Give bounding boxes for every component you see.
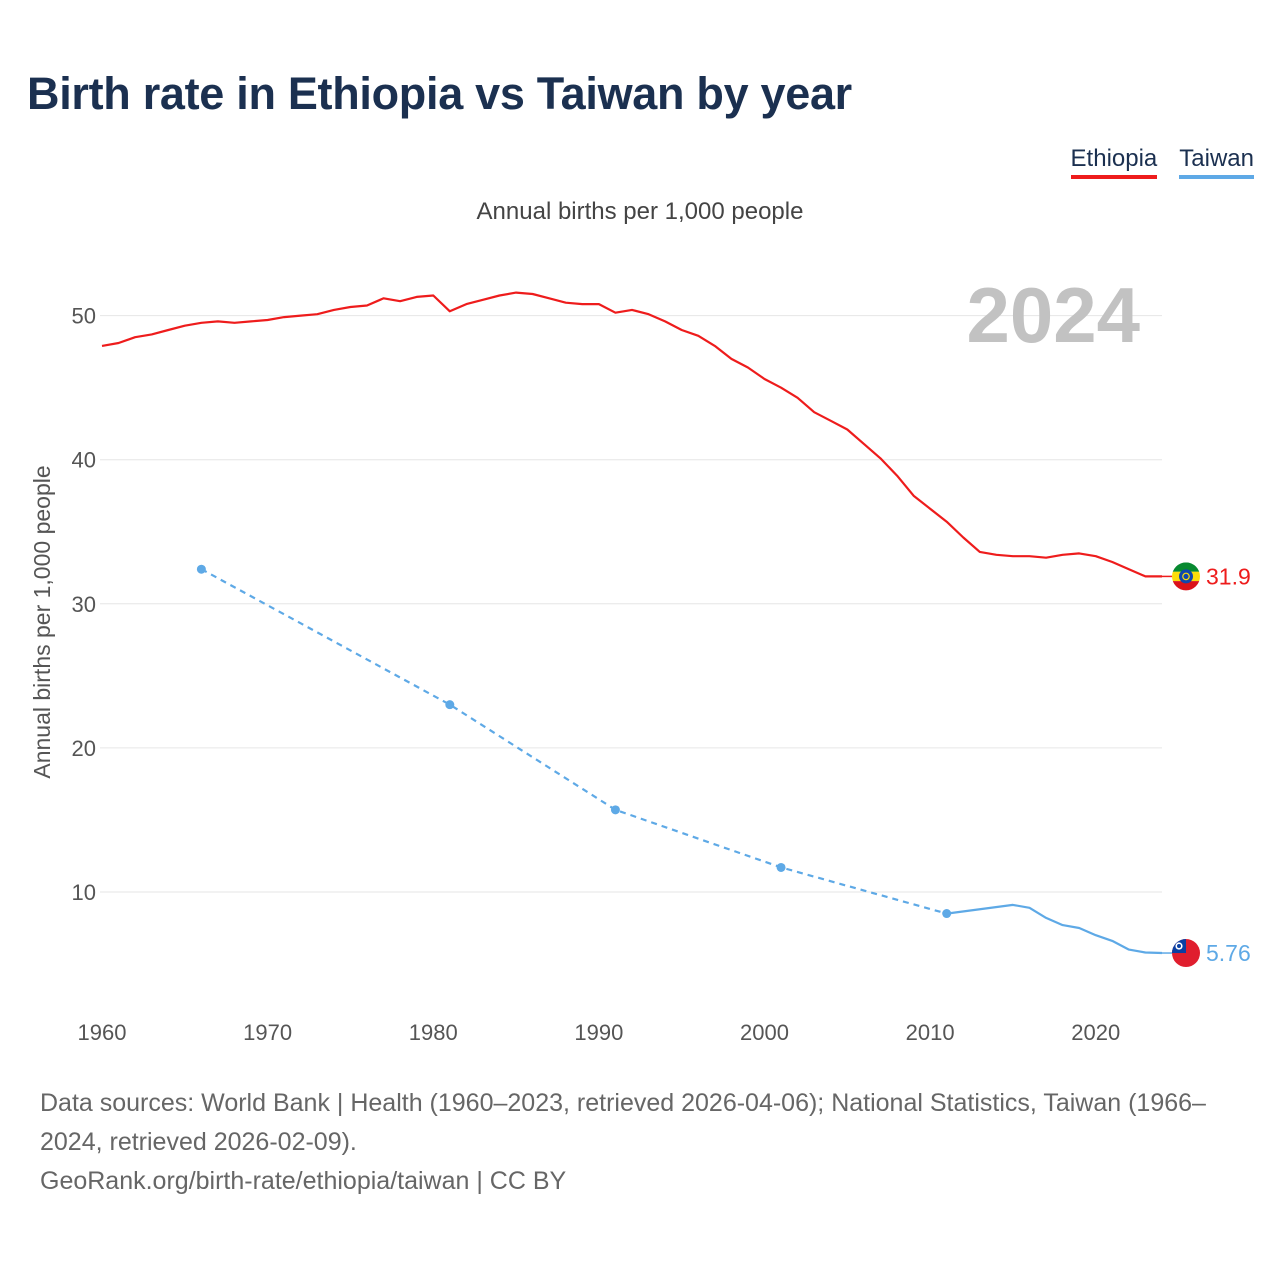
x-tick-label-2020: 2020 bbox=[1071, 1020, 1120, 1045]
x-tick-label-1990: 1990 bbox=[574, 1020, 623, 1045]
flag-ethiopia-icon bbox=[1172, 562, 1200, 591]
x-tick-label-1970: 1970 bbox=[243, 1020, 292, 1045]
legend-item-taiwan[interactable]: Taiwan bbox=[1179, 145, 1254, 179]
end-label-taiwan: 5.76 bbox=[1206, 940, 1251, 966]
year-watermark: 2024 bbox=[966, 271, 1140, 359]
series-line-taiwan-dashed[interactable] bbox=[200, 568, 947, 915]
y-tick-label-50: 50 bbox=[72, 304, 96, 329]
y-tick-label-20: 20 bbox=[72, 736, 96, 761]
y-axis-label: Annual births per 1,000 people bbox=[29, 465, 55, 778]
legend: Ethiopia Taiwan bbox=[1070, 145, 1254, 179]
data-point-taiwan-1966[interactable] bbox=[196, 564, 206, 574]
legend-item-ethiopia[interactable]: Ethiopia bbox=[1070, 145, 1158, 179]
flag-taiwan-icon bbox=[1172, 939, 1200, 968]
chart-title: Birth rate in Ethiopia vs Taiwan by year bbox=[27, 68, 852, 119]
data-point-taiwan-1981[interactable] bbox=[445, 700, 455, 710]
series-line-ethiopia[interactable] bbox=[101, 291, 1162, 578]
data-point-taiwan-2001[interactable] bbox=[776, 862, 786, 872]
source-link[interactable]: GeoRank.org/birth-rate/ethiopia/taiwan |… bbox=[40, 1167, 567, 1195]
end-label-ethiopia: 31.9 bbox=[1206, 563, 1251, 589]
x-tick-label-1960: 1960 bbox=[78, 1020, 127, 1045]
series-line-taiwan[interactable] bbox=[946, 903, 1163, 955]
x-tick-label-2010: 2010 bbox=[906, 1020, 955, 1045]
data-point-taiwan-2011[interactable] bbox=[942, 909, 952, 919]
y-tick-label-30: 30 bbox=[72, 592, 96, 617]
data-point-taiwan-1991[interactable] bbox=[610, 805, 620, 815]
source-line-1: Data sources: World Bank | Health (1960–… bbox=[40, 1089, 1206, 1117]
chart-subtitle: Annual births per 1,000 people bbox=[476, 198, 804, 225]
source-line-2: 2024, retrieved 2026-02-09). bbox=[40, 1128, 357, 1156]
x-tick-label-2000: 2000 bbox=[740, 1020, 789, 1045]
y-tick-label-10: 10 bbox=[72, 880, 96, 905]
y-tick-label-40: 40 bbox=[72, 448, 96, 473]
footer: Data sources: World Bank | Health (1960–… bbox=[40, 1084, 1250, 1201]
x-tick-label-1980: 1980 bbox=[409, 1020, 458, 1045]
